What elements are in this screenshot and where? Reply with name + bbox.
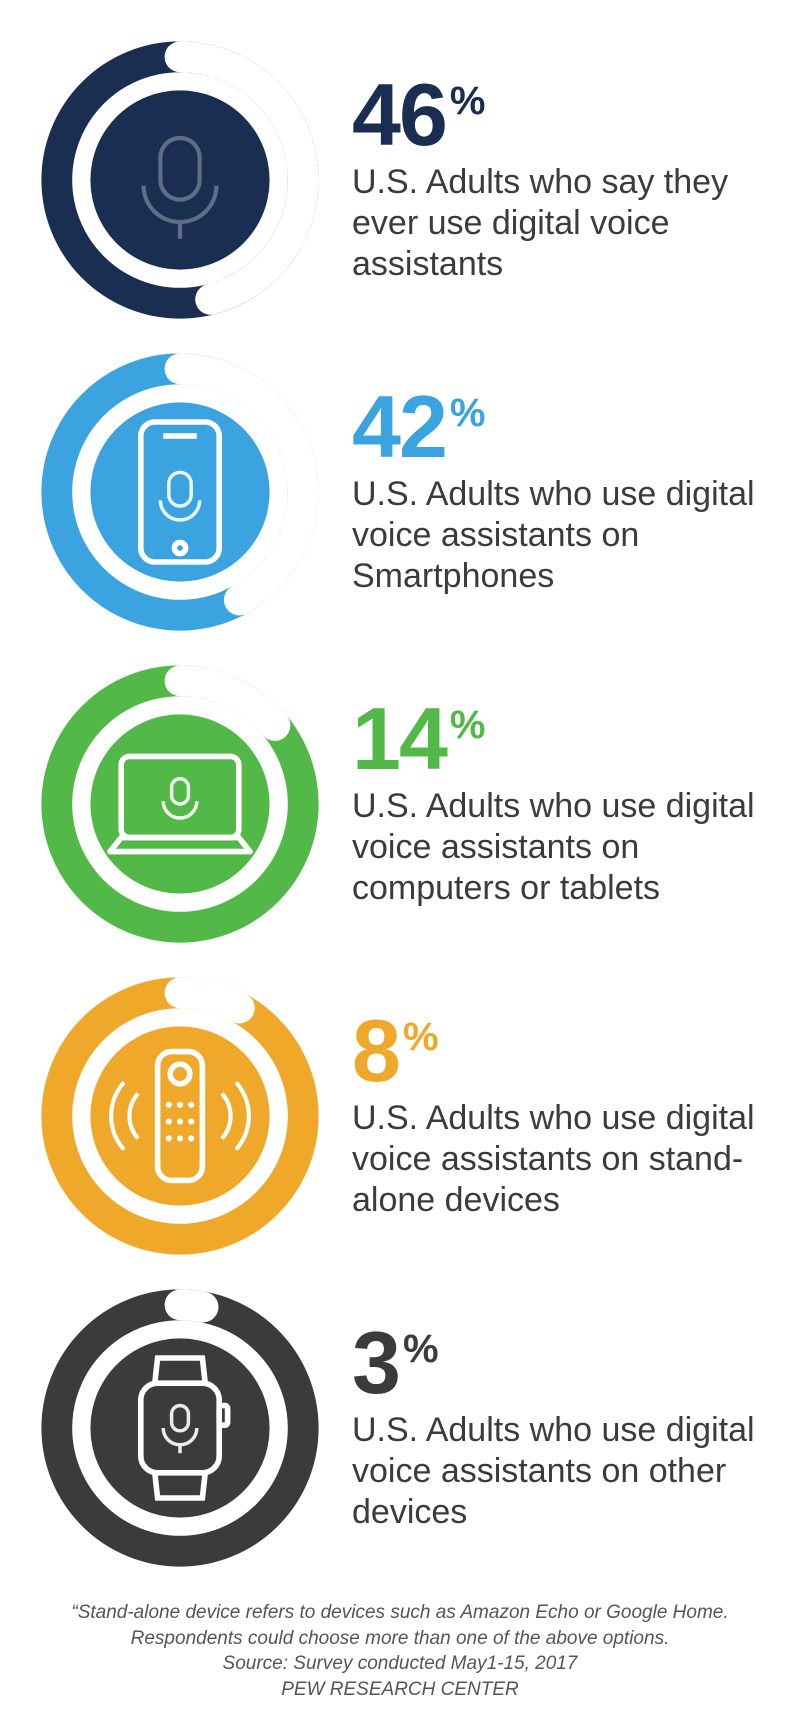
stat-row: 3 % U.S. Adults who use digital voice as… (40, 1288, 760, 1568)
stat-text: 8 % U.S. Adults who use digital voice as… (352, 1011, 760, 1221)
stat-circle-mic-icon (40, 40, 320, 320)
stat-description: U.S. Adults who use digital voice assist… (352, 1410, 760, 1532)
stat-percent-symbol: % (450, 391, 486, 436)
stat-circle-smartphone-icon (40, 352, 320, 632)
stat-row: 14 % U.S. Adults who use digital voice a… (40, 664, 760, 944)
stat-text: 42 % U.S. Adults who use digital voice a… (352, 387, 760, 597)
footnote-source: Source: Survey conducted May1-15, 2017 (40, 1651, 760, 1677)
stat-value: 3 (352, 1323, 399, 1402)
footnote-org: PEW RESEARCH CENTER (40, 1677, 760, 1703)
stat-text: 46 % U.S. Adults who say they ever use d… (352, 75, 760, 285)
stat-percent-symbol: % (450, 703, 486, 748)
stat-percent-symbol: % (450, 79, 486, 124)
stat-percent-symbol: % (403, 1327, 439, 1372)
stat-row: 46 % U.S. Adults who say they ever use d… (40, 40, 760, 320)
stat-text: 14 % U.S. Adults who use digital voice a… (352, 699, 760, 909)
stat-description: U.S. Adults who use digital voice assist… (352, 786, 760, 908)
stat-circle-speaker-icon (40, 976, 320, 1256)
stat-row: 8 % U.S. Adults who use digital voice as… (40, 976, 760, 1256)
stat-circle-watch-icon (40, 1288, 320, 1568)
footnote-block: “Stand-alone device refers to devices su… (40, 1600, 760, 1703)
stat-value: 14 (352, 699, 446, 778)
footnote-line: “Stand-alone device refers to devices su… (40, 1600, 760, 1626)
stat-text: 3 % U.S. Adults who use digital voice as… (352, 1323, 760, 1533)
stat-percent-symbol: % (403, 1015, 439, 1060)
stat-circle-laptop-icon (40, 664, 320, 944)
stat-description: U.S. Adults who say they ever use digita… (352, 162, 760, 284)
stat-row: 42 % U.S. Adults who use digital voice a… (40, 352, 760, 632)
stat-value: 46 (352, 75, 446, 154)
stat-value: 8 (352, 1011, 399, 1090)
stat-description: U.S. Adults who use digital voice assist… (352, 1098, 760, 1220)
stat-description: U.S. Adults who use digital voice assist… (352, 474, 760, 596)
footnote-line: Respondents could choose more than one o… (40, 1626, 760, 1652)
stat-value: 42 (352, 387, 446, 466)
